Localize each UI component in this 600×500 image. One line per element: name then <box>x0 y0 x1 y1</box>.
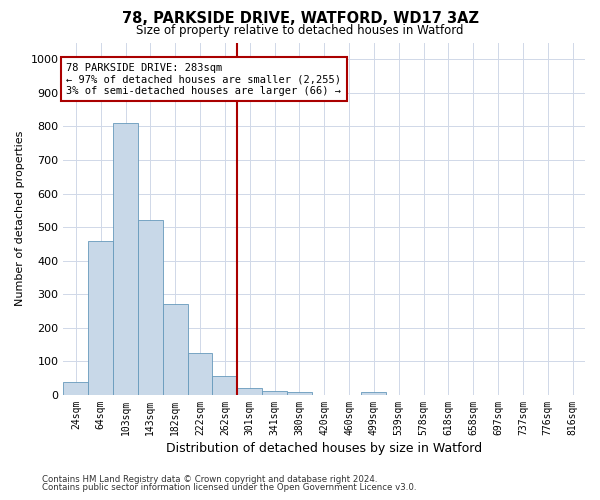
Bar <box>188 353 212 395</box>
Bar <box>262 391 287 395</box>
Text: Contains HM Land Registry data © Crown copyright and database right 2024.: Contains HM Land Registry data © Crown c… <box>42 474 377 484</box>
Text: 78 PARKSIDE DRIVE: 283sqm
← 97% of detached houses are smaller (2,255)
3% of sem: 78 PARKSIDE DRIVE: 283sqm ← 97% of detac… <box>67 62 341 96</box>
Text: Contains public sector information licensed under the Open Government Licence v3: Contains public sector information licen… <box>42 484 416 492</box>
Bar <box>64 382 88 395</box>
Bar <box>138 220 163 395</box>
Text: 78, PARKSIDE DRIVE, WATFORD, WD17 3AZ: 78, PARKSIDE DRIVE, WATFORD, WD17 3AZ <box>121 11 479 26</box>
Y-axis label: Number of detached properties: Number of detached properties <box>15 131 25 306</box>
Bar <box>287 392 312 395</box>
Bar <box>212 376 237 395</box>
Text: Size of property relative to detached houses in Watford: Size of property relative to detached ho… <box>136 24 464 37</box>
Bar <box>88 240 113 395</box>
Bar <box>113 123 138 395</box>
Bar <box>361 392 386 395</box>
X-axis label: Distribution of detached houses by size in Watford: Distribution of detached houses by size … <box>166 442 482 455</box>
Bar <box>237 388 262 395</box>
Bar <box>163 304 188 395</box>
